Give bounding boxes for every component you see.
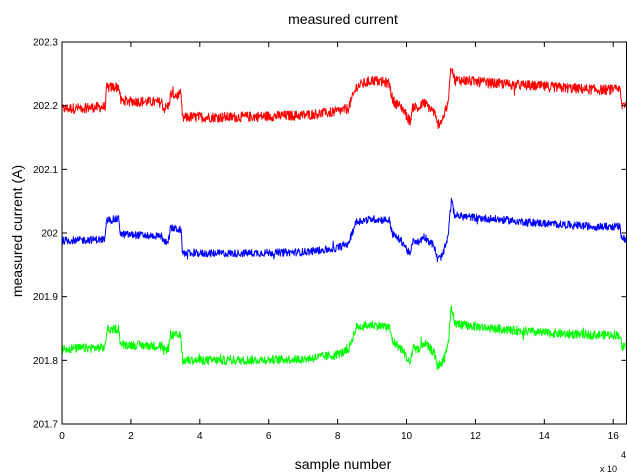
chart-title: measured current (288, 11, 398, 27)
x-tick-label: 6 (266, 431, 272, 442)
x-tick-label: 4 (197, 431, 203, 442)
series-line-3 (61, 305, 627, 371)
series-line-2 (61, 197, 627, 263)
series-line-1 (61, 67, 627, 130)
y-tick-label: 202 (41, 229, 58, 240)
y-tick-label: 201.9 (33, 292, 58, 303)
x-axis-multiplier-exponent: 4 (621, 450, 626, 460)
plot-background (62, 42, 627, 424)
x-tick-label: 12 (470, 431, 482, 442)
x-axis-multiplier-label: x 10 (600, 464, 617, 474)
y-tick-label: 202.2 (33, 101, 58, 112)
x-tick-label: 10 (401, 431, 413, 442)
x-tick-label: 14 (539, 431, 551, 442)
x-tick-label: 0 (59, 431, 65, 442)
x-axis-title: sample number (295, 456, 392, 472)
series-layer (61, 67, 627, 371)
y-tick-label: 201.8 (33, 356, 58, 367)
x-tick-label: 2 (128, 431, 134, 442)
y-tick-label: 202.1 (33, 165, 58, 176)
x-tick-label: 8 (335, 431, 341, 442)
y-axis-title: measured current (A) (9, 165, 25, 297)
plot-area (62, 42, 627, 424)
axes-layer: 0 2 4 6 8 10 12 14 16 201.7 201.8 201.9 202 202.1 202.… (33, 38, 627, 442)
y-tick-label: 202.3 (33, 38, 58, 49)
y-tick-label: 201.7 (33, 420, 58, 431)
x-tick-label: 16 (608, 431, 620, 442)
